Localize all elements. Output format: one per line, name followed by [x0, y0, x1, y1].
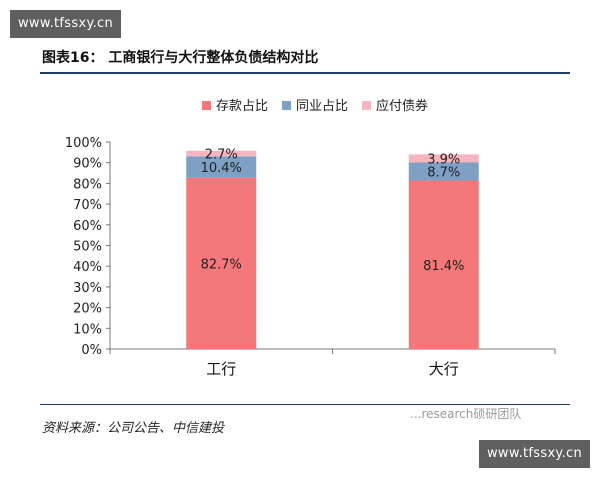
legend-swatch — [362, 101, 371, 110]
bar-segment — [186, 177, 257, 349]
data-label: 8.7% — [427, 165, 460, 180]
data-label: 3.9% — [427, 152, 460, 167]
brand-overlay: ...research硕研团队 — [410, 407, 522, 421]
legend-label: 同业占比 — [296, 99, 348, 114]
data-label: 10.4% — [201, 161, 242, 176]
bar-segment — [408, 154, 479, 163]
y-tick-label: 20% — [73, 302, 102, 317]
source-rule — [40, 404, 570, 405]
watermark-top: www.tfssxy.cn — [10, 10, 122, 38]
figure-title: 图表16： 工商银行与大行整体负债结构对比 — [42, 50, 319, 66]
x-tick-label: 工行 — [206, 360, 236, 378]
legend-swatch — [282, 101, 291, 110]
bar-segment — [408, 180, 479, 349]
y-tick-label: 10% — [73, 322, 102, 337]
legend-swatch — [202, 101, 211, 110]
data-label: 81.4% — [423, 259, 464, 274]
y-tick-label: 0% — [81, 343, 102, 358]
data-label: 2.7% — [205, 147, 238, 162]
y-tick-label: 60% — [73, 219, 102, 234]
y-tick-label: 30% — [73, 281, 102, 296]
watermark-bottom: www.tfssxy.cn — [478, 440, 590, 468]
data-label: 82.7% — [201, 257, 242, 272]
bar-segment — [186, 156, 257, 178]
x-tick-label: 大行 — [429, 360, 459, 378]
legend-label: 应付债券 — [376, 98, 428, 114]
legend-label: 存款占比 — [216, 99, 268, 114]
y-tick-label: 50% — [73, 240, 102, 255]
bar-segment — [408, 162, 479, 181]
title-rule — [40, 72, 570, 74]
y-tick-label: 40% — [73, 260, 102, 275]
y-tick-label: 80% — [73, 177, 102, 192]
y-tick-label: 100% — [65, 136, 102, 151]
figure-source: 资料来源：公司公告、中信建投 — [42, 421, 225, 436]
y-tick-label: 70% — [73, 198, 102, 213]
bar-segment — [186, 150, 257, 157]
y-tick-label: 90% — [73, 157, 102, 172]
